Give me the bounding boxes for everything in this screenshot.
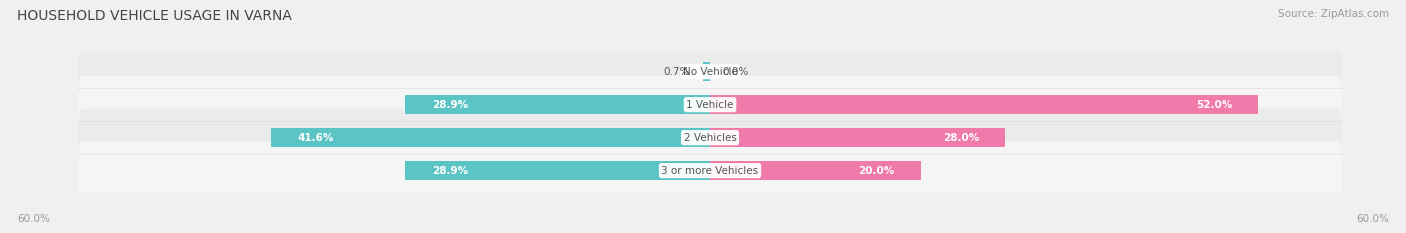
- Text: 60.0%: 60.0%: [17, 214, 49, 224]
- FancyBboxPatch shape: [79, 109, 1341, 167]
- Text: 28.0%: 28.0%: [942, 133, 979, 143]
- Bar: [710, 161, 921, 180]
- Text: HOUSEHOLD VEHICLE USAGE IN VARNA: HOUSEHOLD VEHICLE USAGE IN VARNA: [17, 9, 292, 23]
- Text: 2 Vehicles: 2 Vehicles: [683, 133, 737, 143]
- Text: 28.9%: 28.9%: [432, 166, 468, 176]
- Text: Source: ZipAtlas.com: Source: ZipAtlas.com: [1278, 9, 1389, 19]
- Text: 28.9%: 28.9%: [432, 100, 468, 110]
- Bar: [271, 128, 710, 147]
- Text: 41.6%: 41.6%: [298, 133, 335, 143]
- Bar: [405, 161, 710, 180]
- Bar: [405, 95, 710, 114]
- FancyBboxPatch shape: [79, 43, 1341, 101]
- Text: 0.7%: 0.7%: [664, 67, 690, 77]
- Text: 3 or more Vehicles: 3 or more Vehicles: [661, 166, 759, 176]
- Text: 20.0%: 20.0%: [858, 166, 894, 176]
- FancyBboxPatch shape: [79, 142, 1341, 200]
- Text: 52.0%: 52.0%: [1195, 100, 1232, 110]
- FancyBboxPatch shape: [79, 76, 1341, 134]
- Bar: [710, 95, 1258, 114]
- Bar: [703, 62, 710, 81]
- Bar: [710, 128, 1005, 147]
- Text: 0.0%: 0.0%: [723, 67, 749, 77]
- Text: 60.0%: 60.0%: [1357, 214, 1389, 224]
- Text: No Vehicle: No Vehicle: [682, 67, 738, 77]
- Text: 1 Vehicle: 1 Vehicle: [686, 100, 734, 110]
